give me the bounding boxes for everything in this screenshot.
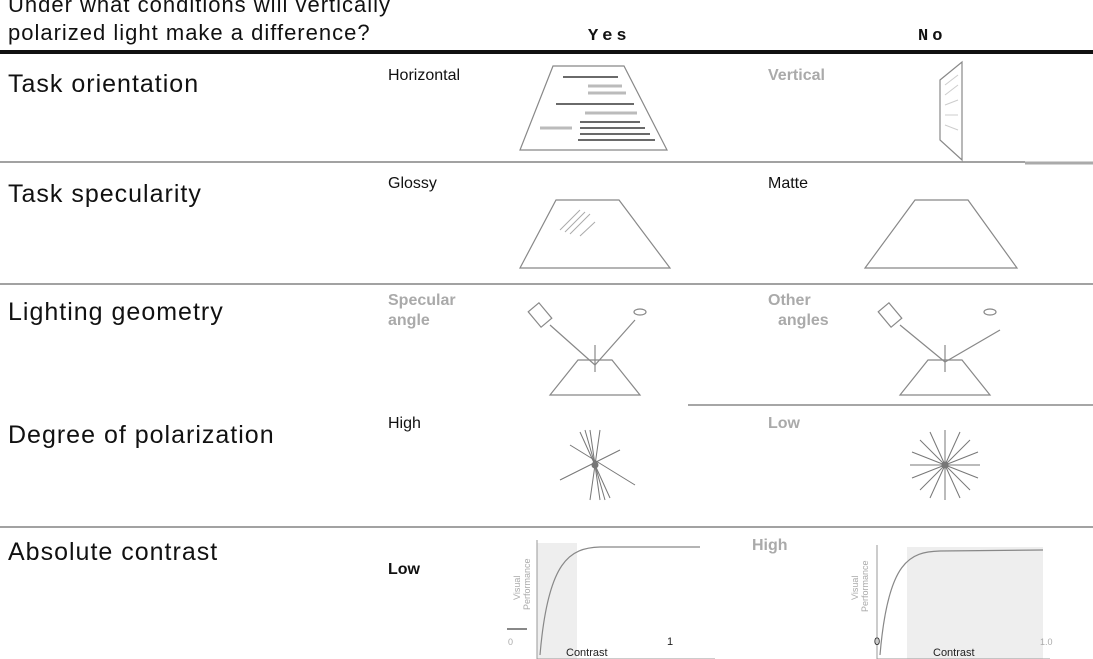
glossy-task [519, 199, 672, 269]
no-label: Other [768, 292, 811, 309]
high-contrast-graph: Visual Performance 0 1.0 Contrast [850, 545, 1053, 659]
yes-label: High [388, 415, 421, 432]
x-axis-end: 1 [667, 636, 673, 648]
yes-label: Glossy [388, 175, 437, 192]
no-label: High [752, 537, 788, 554]
low-polarization [910, 430, 980, 500]
matte-task [863, 199, 1019, 269]
y-axis-label: Visual [850, 576, 860, 600]
y-axis-label: Performance [860, 560, 870, 612]
factor: Task specularity [8, 180, 202, 208]
other-geometry [877, 301, 1001, 396]
no-label: Vertical [768, 67, 825, 84]
vertical-task [939, 60, 963, 162]
specular-geometry [527, 301, 647, 396]
high-polarization [559, 429, 636, 501]
question-line: polarized light make a difference? [8, 20, 371, 45]
factor: Lighting geometry [8, 298, 224, 326]
yes-label: Specular [388, 292, 456, 309]
no-label: Low [768, 415, 801, 432]
x-axis-start: 0 [874, 636, 880, 648]
y-axis-label: Visual [512, 576, 522, 600]
x-axis-label: Contrast [566, 647, 608, 659]
yes-header: Yes [588, 27, 631, 46]
no-label: Matte [768, 175, 808, 192]
x-axis-start: 0 [508, 637, 513, 647]
x-axis-end: 1.0 [1040, 637, 1053, 647]
no-label: angles [778, 312, 829, 329]
y-axis-label: Performance [522, 558, 532, 610]
factor: Task orientation [8, 70, 199, 98]
low-contrast-graph: Visual Performance 0 1 Contrast [507, 540, 715, 659]
yes-label: Low [388, 561, 421, 578]
yes-label: Horizontal [388, 67, 460, 84]
factor: Degree of polarization [8, 421, 275, 449]
no-header: No [918, 27, 946, 46]
horizontal-task [519, 65, 668, 151]
factor: Absolute contrast [8, 538, 218, 566]
yes-label: angle [388, 312, 430, 329]
x-axis-label: Contrast [933, 647, 975, 659]
question-line: Under what conditions will vertically [8, 0, 391, 17]
